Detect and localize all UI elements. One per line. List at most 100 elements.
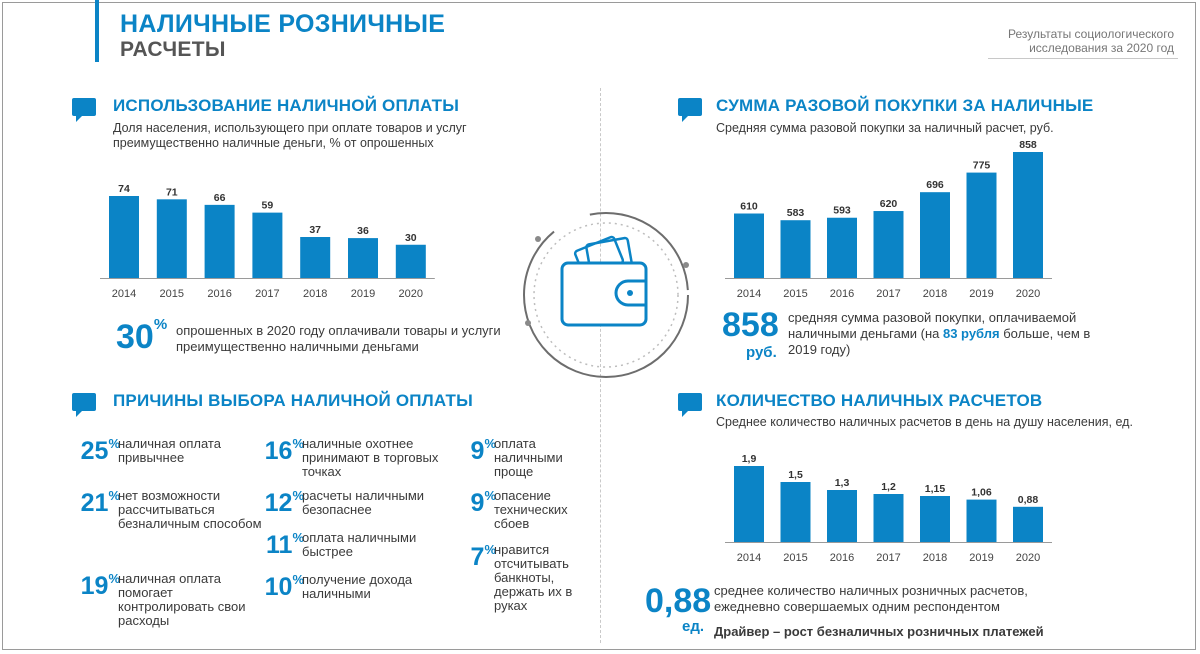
data-label: 1,3 [835,477,850,489]
reason-percent: 9% [446,488,496,518]
data-label: 775 [973,160,991,172]
x-tick-label: 2018 [923,552,947,564]
reasons-section-title: ПРИЧИНЫ ВЫБОРА НАЛИЧНОЙ ОПЛАТЫ [113,391,473,410]
page-title-second-line: РАСЧЕТЫ [120,38,226,61]
column-divider [600,88,601,643]
reason-percent-value: 12 [264,489,293,517]
bar-2020 [395,244,426,278]
x-tick-label: 2018 [923,288,947,300]
x-tick-label: 2019 [969,288,993,300]
usage-highlight-text: опрошенных в 2020 году оплачивали товары… [176,323,501,354]
reason-percent-value: 9 [470,489,485,517]
purchase-section-title: СУММА РАЗОВОЙ ПОКУПКИ ЗА НАЛИЧНЫЕ [716,96,1094,115]
reason-text: наличные охотнее принимают в торговых то… [302,436,439,479]
data-label: 66 [214,192,226,204]
x-tick-label: 2020 [1016,288,1040,300]
purchase-highlight-number: 858 [722,306,779,344]
x-tick-label: 2014 [737,288,761,300]
count-highlight-number: 0,88 [645,582,712,620]
bar-2015 [156,199,187,278]
bar-2019 [966,172,997,278]
bar-2019 [348,238,378,278]
reason-text: наличная оплата привычнее [118,436,221,465]
purchase-highlight-unit: руб. [746,344,777,361]
x-tick-label: 2014 [112,288,136,300]
x-tick-label: 2019 [969,552,993,564]
data-label: 71 [166,186,178,198]
x-tick-label: 2020 [399,288,423,300]
speech-bubble-icon [72,98,96,122]
source-note: Результаты социологического исследования… [1008,27,1174,55]
reason-text: опасение технических сбоев [494,488,568,531]
bar-2019 [966,499,997,542]
reason-text: оплата наличными быстрее [302,530,417,559]
reason-percent-value: 10 [264,573,293,601]
bar-2020 [1013,152,1043,278]
x-tick-label: 2014 [737,552,761,564]
reason-percent: 7% [446,542,496,572]
usage-bar-chart: 74 2014 71 2015 66 2016 59 2017 37 2018 36 2019 30 20… [100,183,435,300]
x-tick-label: 2015 [160,288,184,300]
reason-percent-unit: % [108,436,120,451]
purchase-highlight-text-a: средняя сумма разовой покупки, оплачивае… [788,310,1077,341]
bar-2015 [780,482,811,542]
data-label: 30 [405,232,417,244]
usage-section-title: ИСПОЛЬЗОВАНИЕ НАЛИЧНОЙ ОПЛАТЫ [113,96,460,115]
driver-note: Драйвер – рост безналичных розничных пла… [714,624,1044,639]
reason-percent-value: 19 [80,572,109,600]
reason-text: нравится отсчитывать банкноты, держать и… [494,542,573,613]
usage-highlight-unit: % [153,316,168,333]
purchase-bar-chart: 610 2014 583 2015 593 2016 620 2017 696 2018 775 20… [725,139,1052,300]
reason-percent-unit: % [484,436,496,451]
speech-bubble-icon [72,393,96,417]
reason-percent: 21% [70,488,120,518]
x-tick-label: 2017 [876,552,900,564]
reason-percent-unit: % [292,530,304,545]
x-tick-label: 2018 [303,288,327,300]
wallet-icon [523,212,689,378]
x-tick-label: 2020 [1016,552,1040,564]
reason-text: оплата наличными проще [494,436,563,479]
reason-percent-unit: % [108,488,120,503]
count-highlight-unit: ед. [682,618,705,635]
bar-2015 [780,220,811,278]
bar-2016 [204,204,235,278]
x-tick-label: 2017 [876,288,900,300]
x-tick-label: 2015 [783,552,807,564]
reason-percent-unit: % [484,488,496,503]
reason-text: нет возможности рассчитываться безналичн… [118,488,262,531]
data-label: 37 [309,224,321,236]
reason-percent: 25% [70,436,120,466]
data-label: 59 [262,200,274,212]
bar-2017 [873,494,904,542]
reason-text: получение дохода наличными [302,572,413,601]
x-tick-label: 2019 [351,288,375,300]
count-section-title: КОЛИЧЕСТВО НАЛИЧНЫХ РАСЧЕТОВ [716,391,1043,410]
reason-percent-value: 7 [470,543,485,571]
bar-2020 [1013,506,1043,542]
bar-2014 [734,213,764,278]
data-label: 1,2 [881,481,896,493]
data-label: 0,88 [1018,494,1039,506]
bar-2018 [300,237,331,278]
bar-2016 [827,490,857,542]
reason-percent-unit: % [292,572,304,587]
reason-percent-value: 11 [266,531,293,559]
speech-bubble-icon [678,393,702,417]
data-label: 1,9 [742,453,757,465]
count-bar-chart: 1,9 2014 1,5 2015 1,3 2016 1,2 2017 1,15 2018 1,06… [725,453,1052,564]
purchase-section-subtitle: Средняя сумма разовой покупки за наличны… [716,121,1054,135]
bar-2017 [873,211,904,278]
data-label: 593 [833,205,851,217]
data-label: 1,5 [788,469,803,481]
data-label: 74 [118,183,130,195]
data-label: 1,15 [925,483,946,495]
purchase-highlight-text: средняя сумма разовой покупки, оплачивае… [788,310,1118,358]
x-tick-label: 2016 [830,288,854,300]
x-tick-label: 2015 [783,288,807,300]
reason-percent: 10% [254,572,304,602]
bar-2016 [827,217,857,278]
bar-2014 [109,196,139,278]
bar-2018 [920,192,950,278]
